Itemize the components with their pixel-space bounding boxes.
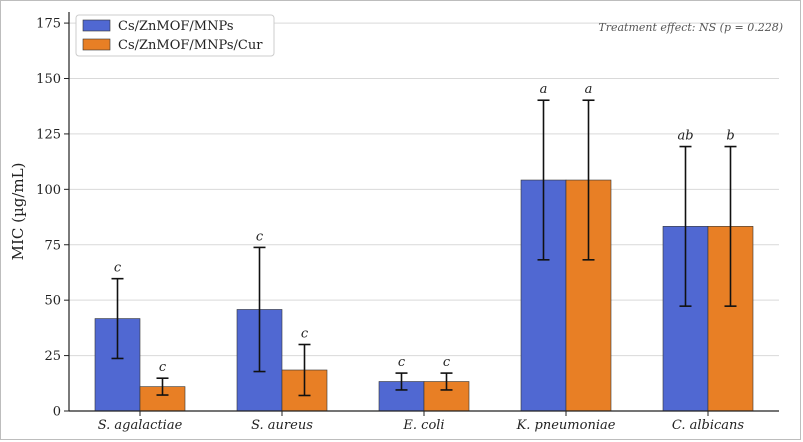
significance-letter: a	[540, 82, 548, 97]
significance-letter: c	[114, 261, 122, 276]
x-tick-label: C. albicans	[672, 418, 745, 433]
significance-letter: c	[443, 355, 451, 370]
y-tick-label: 150	[36, 72, 61, 87]
y-tick-label: 0	[53, 405, 61, 420]
legend-swatch-series-1	[82, 19, 111, 32]
x-tick-label: K. pneumoniae	[516, 418, 616, 433]
bars	[94, 179, 754, 412]
y-tick-label: 100	[36, 183, 61, 198]
significance-letter: a	[585, 82, 593, 97]
y-axis-label: MIC (µg/mL)	[9, 163, 27, 261]
significance-letter: c	[159, 360, 167, 375]
y-tick-label: 125	[36, 127, 61, 142]
treatment-effect-annotation: Treatment effect: NS (p = 0.228)	[598, 21, 783, 34]
gridlines	[69, 22, 779, 357]
significance-letter: c	[301, 327, 309, 342]
significance-letter: b	[726, 129, 734, 144]
significance-letter: c	[398, 355, 406, 370]
significance-letters: c c c c c c a a ab b	[114, 82, 735, 375]
legend-box	[75, 14, 275, 57]
error-bars	[111, 99, 737, 397]
x-tick-label: S. aureus	[251, 418, 313, 433]
significance-letter: c	[256, 229, 264, 244]
tick-labels: 0 25 50 75 100 125 150 175 S. agalactiae S. aureu…	[36, 17, 744, 433]
x-tick-label: E. coli	[402, 418, 444, 433]
legend: Cs/ZnMOF/MNPs Cs/ZnMOF/MNPs/Cur	[75, 14, 275, 57]
legend-label-series-2: Cs/ZnMOF/MNPs/Cur	[118, 38, 263, 53]
y-tick-label: 50	[44, 294, 61, 309]
legend-swatch-series-2	[82, 38, 111, 51]
y-tick-label: 75	[44, 238, 61, 253]
x-tick-label: S. agalactiae	[98, 418, 183, 433]
significance-letter: ab	[677, 129, 693, 144]
y-tick-label: 25	[44, 349, 61, 364]
y-tick-label: 175	[36, 17, 61, 32]
legend-label-series-1: Cs/ZnMOF/MNPs	[118, 19, 234, 34]
